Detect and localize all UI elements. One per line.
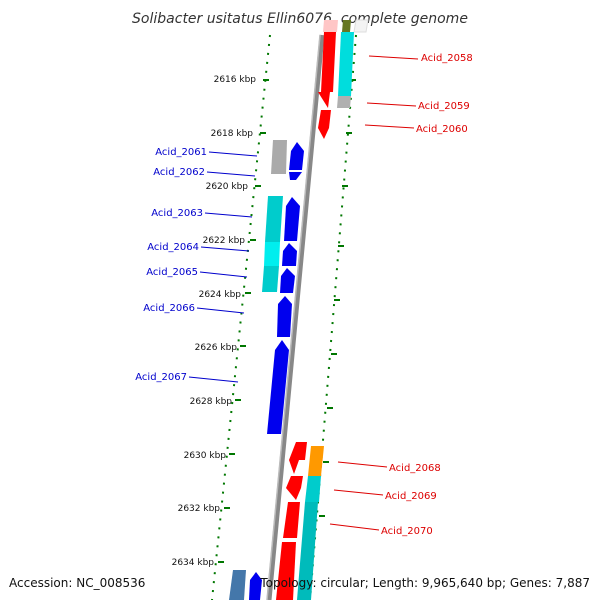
kbp-label-2624: 2624 kbp — [199, 290, 242, 300]
gene-bottom-red — [276, 542, 296, 600]
label-acid-2058: Acid_2058 — [421, 53, 473, 64]
reverse-genes — [249, 142, 304, 600]
gene-acid-2061-arrow — [289, 142, 304, 170]
label-acid-2063: Acid_2063 — [151, 208, 203, 219]
gene-acid-2067-arrow — [267, 340, 289, 434]
accession-text: Accession: NC_008536 — [9, 576, 145, 590]
feature-acid-2061-grey — [271, 140, 287, 174]
left-feature-track — [229, 140, 287, 600]
left-ticks — [218, 79, 269, 563]
right-ticks — [319, 79, 356, 517]
gene-acid-2060-arrow — [318, 110, 331, 139]
outer-dotted-track-left — [211, 34, 271, 600]
label-acid-2066: Acid_2066 — [143, 303, 195, 314]
gene-acid-2062-arrow — [289, 172, 302, 180]
feature-acid-2064-cyan — [264, 242, 280, 266]
forward-genes-lower — [276, 442, 324, 600]
label-acid-2060: Acid_2060 — [416, 124, 468, 135]
ruler-labels: 2616 kbp 2618 kbp 2620 kbp 2622 kbp 2624… — [172, 75, 257, 568]
gene-acid-2066-arrow — [277, 296, 292, 337]
topology-text: Topology: circular; Length: 9,965,640 bp… — [259, 576, 590, 590]
kbp-label-2616: 2616 kbp — [214, 75, 257, 85]
label-acid-2070: Acid_2070 — [381, 526, 433, 537]
kbp-label-2628: 2628 kbp — [190, 397, 233, 407]
label-acid-2067: Acid_2067 — [135, 372, 187, 383]
forward-genes-upper — [318, 32, 354, 139]
feature-top-white — [353, 19, 369, 33]
feature-acid-2070-cyan — [297, 502, 318, 600]
left-gene-labels: Acid_2061 Acid_2062 Acid_2063 Acid_2064 … — [135, 147, 258, 383]
feature-acid-2063-cyan — [265, 196, 283, 242]
feature-acid-2069-cyan — [305, 476, 321, 502]
label-acid-2065: Acid_2065 — [146, 267, 198, 278]
genome-backbone-highlight — [266, 34, 321, 600]
gene-acid-2068-arrow — [289, 442, 307, 474]
kbp-label-2634: 2634 kbp — [172, 558, 215, 568]
cds-acid-2058-cyan — [338, 32, 354, 96]
feature-acid-2068-orange — [308, 446, 324, 476]
kbp-label-2632: 2632 kbp — [178, 504, 221, 514]
kbp-label-2626: 2626 kbp — [195, 343, 238, 353]
label-acid-2068: Acid_2068 — [389, 463, 441, 474]
gene-acid-2064-arrow — [282, 243, 297, 266]
cds-acid-2059-grey — [337, 96, 351, 108]
kbp-label-2622: 2622 kbp — [203, 236, 246, 246]
feature-acid-2065-cyan — [262, 266, 279, 292]
label-acid-2064: Acid_2064 — [147, 242, 199, 253]
map-title: Solibacter usitatus Ellin6076, complete … — [132, 11, 468, 27]
gene-acid-2063-arrow — [284, 197, 300, 241]
kbp-label-2618: 2618 kbp — [211, 129, 254, 139]
label-acid-2062: Acid_2062 — [153, 167, 205, 178]
kbp-label-2620: 2620 kbp — [206, 182, 249, 192]
gene-acid-2070-arrow — [283, 502, 300, 538]
label-acid-2059: Acid_2059 — [418, 101, 470, 112]
feature-bottom-steelblue — [229, 570, 246, 600]
label-acid-2061: Acid_2061 — [155, 147, 207, 158]
gene-acid-2065-arrow — [280, 268, 295, 293]
feature-top-olive — [342, 20, 351, 32]
top-features — [323, 19, 369, 33]
label-acid-2069: Acid_2069 — [385, 491, 437, 502]
genome-backbone — [266, 34, 325, 600]
right-gene-labels: Acid_2058 Acid_2059 Acid_2060 Acid_2068 … — [329, 53, 473, 537]
gene-acid-2069-arrow — [286, 476, 303, 500]
gene-bottom-blue — [249, 572, 262, 600]
feature-top-pink — [323, 20, 338, 32]
kbp-label-2630: 2630 kbp — [184, 451, 227, 461]
gene-acid-2058-arrow — [318, 32, 336, 108]
